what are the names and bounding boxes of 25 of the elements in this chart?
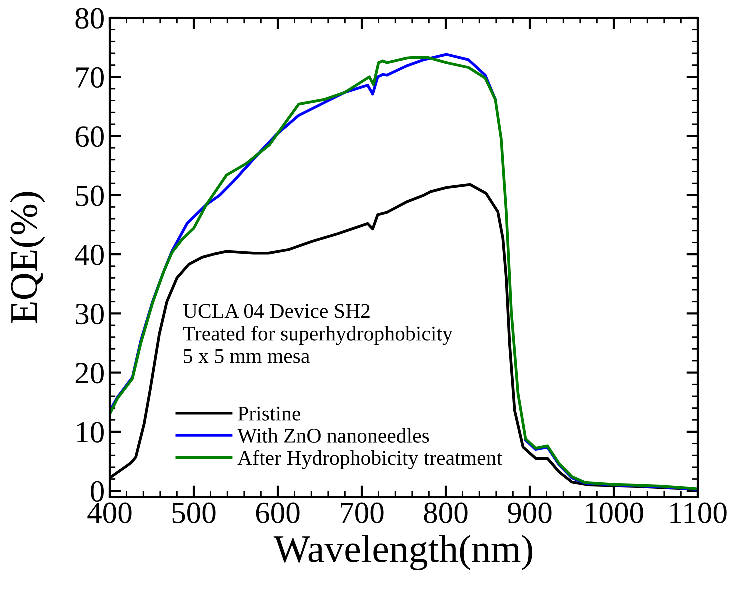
annotation: Treated for superhydrophobicity: [183, 326, 453, 346]
x-axis-title: Wavelength(nm): [274, 535, 532, 571]
legend-label: With ZnO nanoneedles: [238, 428, 430, 444]
y-tick-label: 10: [77, 422, 104, 443]
x-tick-label: 600: [256, 502, 300, 524]
y-tick-label: 70: [76, 67, 104, 88]
y-tick-label: 30: [76, 304, 104, 325]
x-tick-label: 700: [341, 502, 384, 524]
y-tick-label: 40: [75, 244, 104, 266]
x-tick-label: 900: [508, 502, 552, 524]
x-tick-label: 1000: [586, 502, 644, 524]
y-tick-label: 60: [76, 126, 104, 148]
x-tick-label: 800: [424, 502, 468, 524]
x-tick-label: 500: [172, 502, 216, 524]
annotation: UCLA 04 Device SH2: [183, 304, 370, 318]
y-axis-title: EQE(%): [10, 192, 46, 324]
y-tick-label: 50: [76, 186, 104, 206]
y-tick-label: 80: [76, 8, 104, 29]
annotation: 5 x 5 mm mesa: [184, 349, 310, 364]
x-tick-label: 1100: [670, 502, 727, 524]
y-tick-label: 0: [91, 481, 104, 502]
y-tick-label: 20: [76, 363, 104, 384]
legend-label: Pristine: [238, 406, 300, 421]
legend-label: After Hydrophobicity treatment: [238, 450, 502, 470]
x-tick-label: 400: [88, 502, 132, 524]
